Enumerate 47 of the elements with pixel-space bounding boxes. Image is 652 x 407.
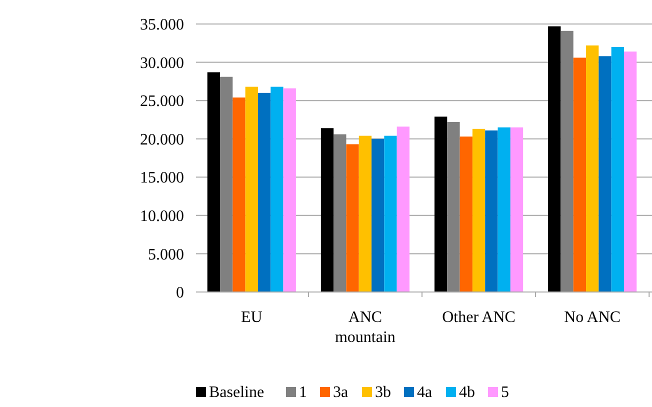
- bar: [560, 30, 574, 292]
- bar: [320, 128, 334, 292]
- y-tick-label: 0: [176, 284, 184, 302]
- bar: [472, 128, 486, 292]
- y-tick-label: 35.000: [140, 16, 184, 34]
- bar: [346, 144, 359, 292]
- bar: [207, 72, 220, 292]
- bar: [245, 86, 258, 292]
- bar: [624, 52, 637, 292]
- x-tick-label: EU: [240, 309, 263, 326]
- bar: [220, 76, 233, 292]
- y-tick-label: 10.000: [140, 208, 184, 226]
- bar: [283, 88, 296, 292]
- bar: [258, 92, 271, 292]
- legend-label: 3a: [333, 384, 348, 401]
- bar: [498, 127, 510, 292]
- legend-label: 4a: [417, 384, 432, 401]
- bar: [573, 58, 586, 292]
- bar: [460, 136, 472, 292]
- y-tick-label: 5.000: [148, 246, 184, 264]
- bar: [384, 136, 397, 292]
- bar: [232, 98, 246, 292]
- bar: [586, 45, 599, 292]
- bar: [510, 127, 524, 292]
- bar: [396, 126, 410, 292]
- bar: [548, 26, 561, 292]
- x-tick-label: No ANC: [564, 309, 621, 326]
- bar: [434, 116, 448, 292]
- y-tick-label: 25.000: [140, 93, 184, 110]
- bar: [447, 122, 460, 292]
- y-tick-label: 15.000: [140, 170, 184, 187]
- legend-label: Baseline: [209, 384, 264, 401]
- bar: [485, 130, 498, 292]
- legend-label: 5: [501, 384, 509, 401]
- bar: [372, 138, 384, 292]
- legend-label: 4b: [459, 384, 475, 401]
- bar: [270, 86, 284, 292]
- bar: [334, 134, 346, 292]
- bar: [598, 56, 612, 292]
- x-tick-label: Other ANC: [442, 309, 516, 326]
- bar: [611, 46, 624, 292]
- y-tick-label: 30.000: [140, 54, 184, 72]
- bar: [358, 136, 372, 292]
- legend-label: 3b: [375, 384, 391, 401]
- legend-label: 1: [299, 384, 307, 401]
- y-tick-label: 20.000: [140, 131, 184, 148]
- x-tick-label: ANC mountain: [334, 309, 396, 346]
